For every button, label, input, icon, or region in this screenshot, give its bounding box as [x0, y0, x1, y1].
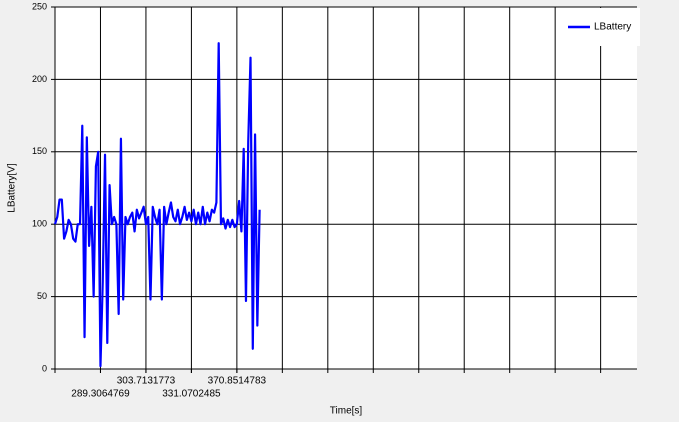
x-tick-label: 331.0702485 — [162, 389, 221, 400]
y-tick-label: 50 — [37, 291, 47, 301]
y-tick-label: 200 — [32, 74, 47, 84]
y-axis-title: LBattery[V] — [7, 163, 18, 213]
y-tick-label: 100 — [32, 219, 47, 229]
data-line — [53, 42, 261, 368]
x-axis-title: Time[s] — [330, 406, 363, 417]
y-tick-label: 250 — [32, 1, 47, 11]
x-tick-label: 370.8514783 — [208, 376, 267, 387]
legend: LBattery — [568, 22, 631, 33]
y-tick-label: 0 — [42, 363, 47, 373]
x-tick-label: 289.3064769 — [71, 389, 130, 400]
plot-area — [55, 7, 637, 369]
grid: 0 50 100 150 200 250 289.3064769 303.7131773 331… — [32, 1, 637, 400]
y-tick-label: 150 — [32, 146, 47, 156]
x-tick-label: 303.7131773 — [117, 376, 176, 387]
marks — [53, 42, 261, 368]
legend-label: LBattery — [594, 22, 631, 33]
